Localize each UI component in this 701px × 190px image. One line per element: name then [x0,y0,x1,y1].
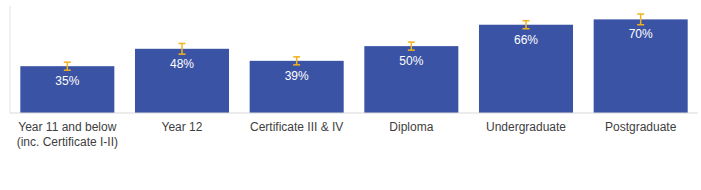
category-label: Undergraduate [486,120,566,134]
data-label: 35% [55,74,79,88]
data-label: 39% [285,69,309,83]
error-bar [408,42,415,50]
error-bar [179,43,186,54]
error-bar [637,14,644,25]
bar [250,61,344,113]
category-label: Postgraduate [605,120,677,134]
y-axis-line [10,6,11,113]
bar [594,19,688,113]
bar [364,46,458,113]
error-bar [64,62,71,70]
chart: 35% 48% 39% 50% 66% 70% Year 11 and below(inc.… [0,0,701,190]
data-label: 50% [399,54,423,68]
category-label: Year 12 [162,120,203,134]
chart-container: 35% 48% 39% 50% 66% 70% Year 11 and below(inc.… [0,0,701,190]
bar [20,66,114,113]
bar [135,49,229,113]
category-label: Diploma [389,120,433,134]
error-bar [293,57,300,65]
data-label: 66% [514,33,538,47]
category-label: Year 11 and below(inc. Certificate I-II) [17,120,118,149]
data-label: 70% [629,27,653,41]
bar [479,25,573,113]
data-label: 48% [170,57,194,71]
category-label: Certificate III & IV [250,120,343,134]
bars [20,14,687,113]
error-bar [523,21,530,29]
x-axis-line [10,113,698,114]
